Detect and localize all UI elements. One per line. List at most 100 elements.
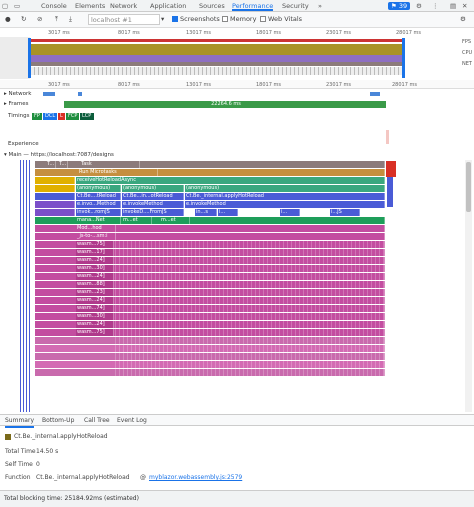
customize-menu-icon[interactable]: ⋮ [432,2,439,10]
target-dropdown-icon[interactable]: ▾ [161,15,165,23]
flame-right-tail[interactable] [387,177,393,207]
track-experience[interactable]: Experience [8,141,39,147]
clear-icon[interactable]: ⊘ [37,15,43,23]
timing-l[interactable]: L [58,113,65,120]
flame-wasm-row[interactable] [35,353,385,360]
track-timings[interactable]: Timings [8,113,30,119]
tab-event-log[interactable]: Event Log [117,417,147,424]
timing-fp[interactable]: FP [32,113,42,120]
tab-call-tree[interactable]: Call Tree [84,417,110,424]
flame-wasm-row[interactable] [35,257,385,264]
flame-wasm-row[interactable] [35,329,385,336]
flame-purple[interactable] [35,209,75,216]
flame-task-small: T... [47,161,56,168]
flame-wasm-row[interactable] [35,289,385,296]
tab-sources[interactable]: Sources [199,2,225,10]
dock-icon[interactable]: ▤ [450,2,457,10]
flame-wasm-row[interactable] [35,305,385,312]
tab-performance[interactable]: Performance [232,2,274,11]
flame-invoke-fromjs[interactable]: invokeD....FromJS [122,209,184,216]
flame-wasm-label: wasm...24] [76,257,114,264]
flame-task[interactable] [35,161,385,168]
flame-invoke-fromjs[interactable]: i... [280,209,300,216]
flame-task-late[interactable] [386,161,396,177]
flame-hotreload[interactable]: Ct.Be...in...otReload [122,193,184,200]
tab-console[interactable]: Console [41,2,67,10]
tab-bottom-up[interactable]: Bottom-Up [42,417,75,424]
capture-settings-gear-icon[interactable]: ⚙ [460,15,466,23]
record-icon[interactable]: ● [5,15,11,23]
flame-wasm-row[interactable] [35,297,385,304]
close-devtools-icon[interactable]: ✕ [462,2,468,10]
flame-scrollbar[interactable] [465,160,472,412]
timeline-overview[interactable]: 3017 ms 8017 ms 13017 ms 18017 ms 23017 … [0,29,474,79]
flame-wasm-row[interactable] [35,313,385,320]
flame-wasm-row[interactable] [35,249,385,256]
frame-bar[interactable]: 22264.6 ms [64,101,386,108]
more-tabs-button[interactable]: » [318,2,322,10]
element-picker-icon[interactable]: ▢ [2,2,9,10]
range-handle-right[interactable] [402,38,405,78]
timing-lcp[interactable]: LCP [80,113,94,120]
flame-wasm-row[interactable] [35,281,385,288]
flame-invoke-fromjs[interactable]: in...s [195,209,217,216]
flame-anonymous[interactable]: (anonymous) [122,185,184,192]
flame-wasm-row[interactable] [35,369,385,376]
timing-dcl[interactable]: DCL [43,113,57,120]
flame-hotreload[interactable]: Ct.Be....tReload [76,193,121,200]
tab-application[interactable]: Application [150,2,187,10]
screenshots-checkbox[interactable]: Screenshots [172,14,220,25]
flame-invoke-fromjs[interactable]: i... [218,209,238,216]
flame-blue[interactable] [35,193,75,200]
flame-managed-net: m...et [160,217,190,224]
flame-anonymous[interactable]: (anonymous) [185,185,385,192]
track-network[interactable]: ▸ Network [4,91,32,97]
flame-microtasks[interactable] [35,169,385,176]
track-main[interactable]: ▾ Main — https://localhost:7087/designs [4,152,114,158]
flame-wasm-row[interactable] [35,265,385,272]
flame-pink-row[interactable] [35,233,385,240]
track-frames[interactable]: ▸ Frames [4,101,29,107]
target-select[interactable]: localhost #1 [88,14,160,25]
network-request[interactable] [43,92,55,96]
flame-purple[interactable] [35,201,75,208]
settings-gear-icon[interactable]: ⚙ [416,2,422,10]
flame-invoke-fromjs[interactable]: i...JS [330,209,360,216]
reload-record-icon[interactable]: ↻ [21,15,27,23]
tab-network[interactable]: Network [110,2,138,10]
flame-invoke-method[interactable]: e.invokeMethod [122,201,184,208]
tab-security[interactable]: Security [282,2,309,10]
flame-wasm-row[interactable] [35,337,385,344]
flame-wasm-row[interactable] [35,321,385,328]
flame-wasm-row[interactable] [35,361,385,368]
flame-scrollbar-thumb[interactable] [466,162,471,212]
upload-icon[interactable]: ⤒ [55,15,58,23]
source-link[interactable]: myblazor.webassembly.js:2579 [149,474,243,481]
issues-badge[interactable]: ⚑ 39 [388,2,411,10]
timing-fcp[interactable]: FCP [66,113,79,120]
download-icon[interactable]: ⤓ [69,15,72,23]
range-handle-left[interactable] [28,38,31,78]
flame-yellow[interactable] [35,185,75,192]
tab-elements[interactable]: Elements [75,2,106,10]
webvitals-checkbox[interactable]: Web Vitals [260,14,302,25]
tab-summary[interactable]: Summary [5,416,34,428]
network-request[interactable] [78,92,82,96]
flame-receive[interactable]: receiveHotReloadAsync [76,177,385,184]
flame-invoke-fromjs[interactable]: invok...romJS [76,209,121,216]
flame-green-row[interactable] [35,217,385,224]
device-toolbar-icon[interactable]: ▭ [14,2,21,10]
flame-chart[interactable]: T... T... Task Run Microtasks receiveHot… [0,160,464,412]
flame-anonymous[interactable]: (anonymous) [76,185,121,192]
network-request[interactable] [370,92,380,96]
flame-invoke-method[interactable]: e.invokeMethod [185,201,385,208]
memory-checkbox[interactable]: Memory [222,14,256,25]
layout-shift-marker[interactable] [386,130,389,144]
flame-wasm-row[interactable] [35,273,385,280]
flame-yellow[interactable] [35,177,75,184]
flame-apply-hotreload[interactable]: Ct.Be._internal.applyHotReload [185,193,385,200]
flame-invoke-method[interactable]: e.invo...Method [76,201,121,208]
flame-pink-row[interactable] [35,225,385,232]
flame-wasm-row[interactable] [35,345,385,352]
flame-wasm-row[interactable] [35,241,385,248]
